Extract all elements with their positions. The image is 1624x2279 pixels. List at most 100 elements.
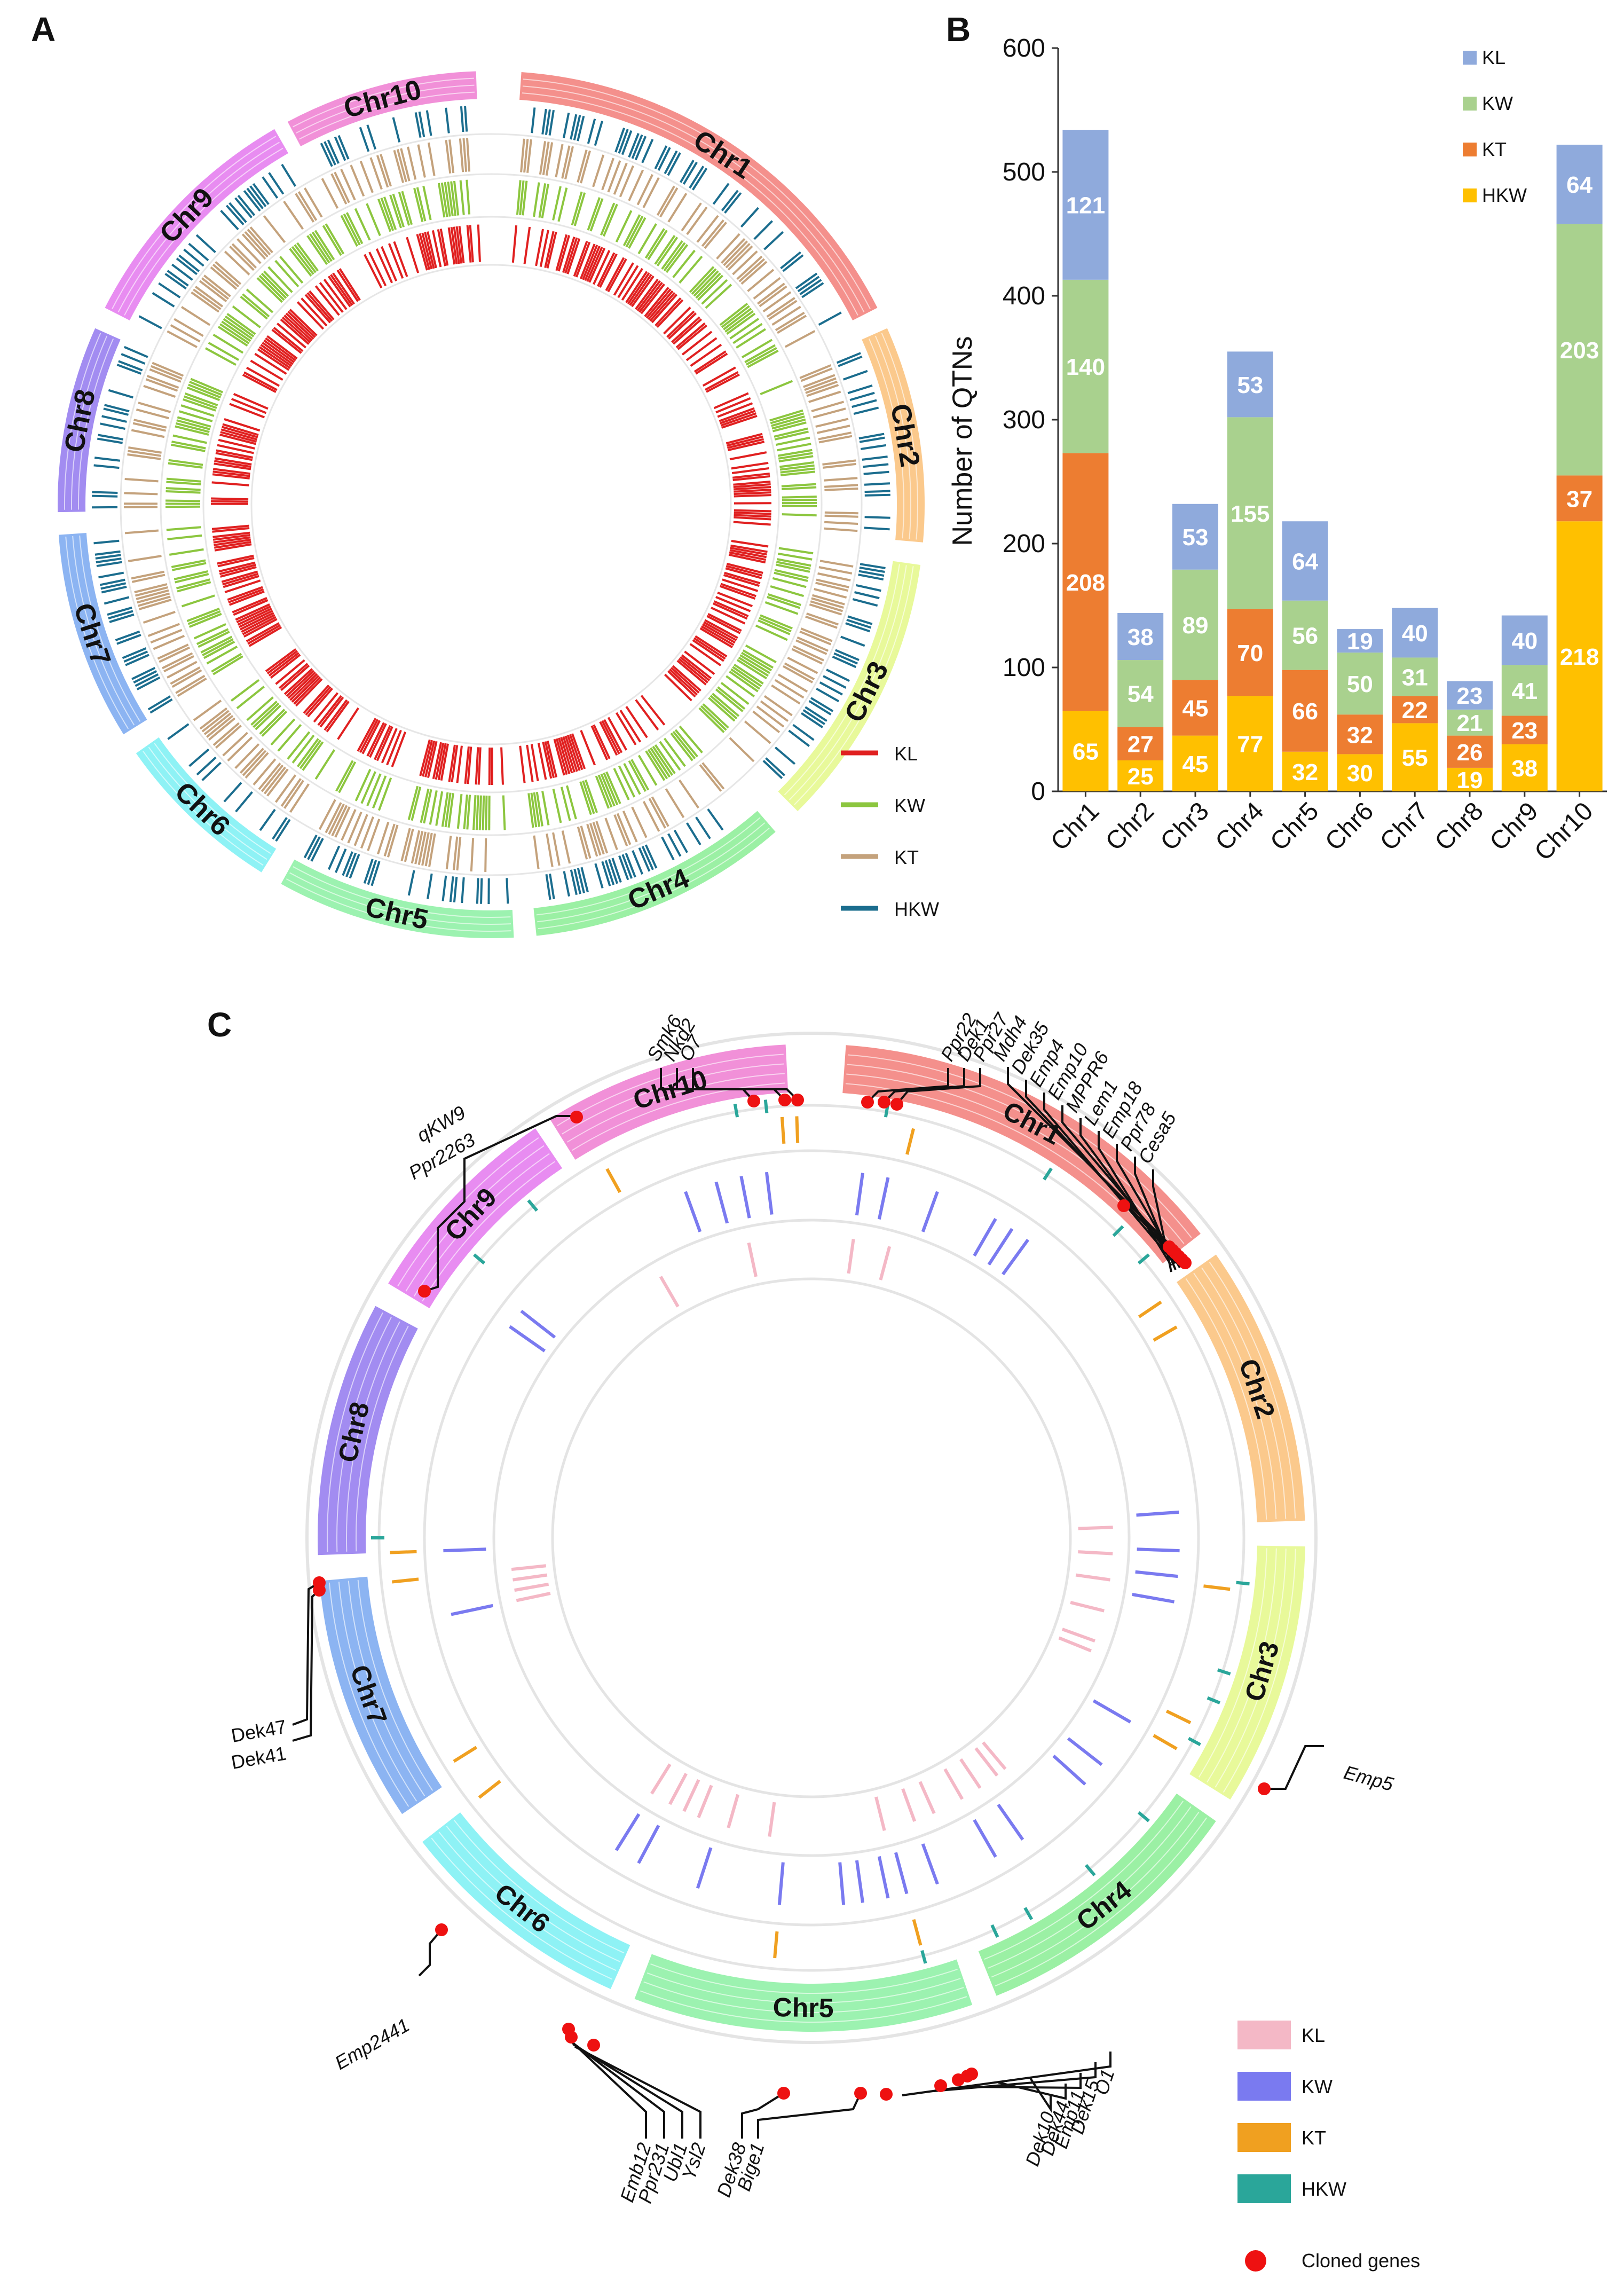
qtn-mark-a-kt bbox=[341, 809, 357, 841]
qtn-mark-a-hkw bbox=[587, 119, 596, 144]
qtn-mark-a-kw bbox=[261, 710, 288, 737]
qtn-mark-a-kl bbox=[375, 248, 393, 284]
qtn-mark-a-kt bbox=[421, 832, 430, 866]
chr-band-c-1 bbox=[842, 1045, 1201, 1263]
qtn-mark-a-kt bbox=[561, 145, 571, 179]
qtn-mark-a-kw bbox=[777, 449, 813, 457]
qtn-mark-a-kw bbox=[774, 569, 809, 579]
qtn-mark-a-hkw bbox=[682, 161, 698, 185]
qtn-mark-a-kl bbox=[467, 746, 472, 784]
qtn-mark-a-kt bbox=[131, 570, 165, 580]
qtn-mark-a-kt bbox=[138, 595, 171, 607]
qtn-mark-a-kw bbox=[246, 288, 274, 313]
qtn-mark-a-hkw bbox=[864, 493, 890, 497]
chr-band-line bbox=[522, 92, 858, 316]
qtn-mark-a-hkw bbox=[859, 436, 885, 443]
qtn-mark-a-kw bbox=[422, 185, 432, 221]
qtn-mark-a-kl bbox=[707, 613, 742, 632]
qtn-mark-a-kl bbox=[726, 433, 763, 445]
qtn-mark-a-kw bbox=[289, 248, 312, 277]
qtn-mark-a-kw bbox=[416, 187, 427, 222]
qtn-mark-a-hkw bbox=[418, 111, 425, 137]
qtn-mark-a-hkw bbox=[680, 160, 695, 183]
qtn-mark-a-kt bbox=[604, 818, 618, 850]
chr-band-a-5 bbox=[281, 859, 514, 938]
qtn-mark-a-kl bbox=[214, 460, 251, 468]
qtn-mark-a-hkw bbox=[545, 874, 551, 900]
qtn-mark-c-kw bbox=[855, 1173, 865, 1216]
qtn-mark-a-kl bbox=[689, 643, 722, 666]
qtn-mark-c-kl bbox=[650, 1763, 672, 1795]
qtn-mark-a-kt bbox=[340, 169, 356, 201]
qtn-mark-a-kl bbox=[265, 648, 297, 672]
qtn-mark-c-kw bbox=[520, 1309, 556, 1339]
qtn-mark-c-kw bbox=[1135, 1570, 1178, 1578]
qtn-mark-a-kw bbox=[420, 788, 430, 823]
qtn-mark-c-kw bbox=[1092, 1699, 1132, 1724]
qtn-mark-a-kt bbox=[704, 222, 727, 249]
qtn-mark-a-kt bbox=[131, 573, 165, 583]
qtn-mark-a-hkw bbox=[810, 697, 834, 712]
qtn-mark-a-kw bbox=[221, 320, 251, 342]
qtn-mark-a-kl bbox=[599, 721, 618, 756]
bar-value-label: 31 bbox=[1402, 664, 1428, 690]
qtn-mark-a-kt bbox=[452, 836, 459, 870]
qtn-mark-a-kl bbox=[640, 283, 665, 315]
qtn-mark-a-kw bbox=[296, 738, 319, 767]
qtn-mark-a-kt bbox=[404, 829, 414, 862]
chr-band-line bbox=[523, 78, 871, 309]
qtn-mark-a-kl bbox=[729, 549, 767, 559]
qtn-mark-a-hkw bbox=[621, 130, 633, 155]
bar-value-label: 54 bbox=[1128, 681, 1154, 708]
qtn-mark-a-kt bbox=[619, 165, 634, 198]
chr-band-line bbox=[1215, 1549, 1287, 1788]
qtn-mark-a-kt bbox=[824, 527, 858, 532]
qtn-mark-a-kw bbox=[781, 483, 816, 488]
qtn-mark-a-kl bbox=[690, 343, 722, 367]
qtn-mark-a-kl bbox=[368, 252, 387, 287]
qtn-mark-a-kw bbox=[200, 635, 233, 654]
chr-band-line bbox=[124, 147, 283, 316]
qtn-mark-a-kt bbox=[170, 324, 201, 343]
qtn-mark-a-kl bbox=[214, 538, 251, 546]
qtn-mark-a-kt bbox=[768, 300, 798, 320]
qtn-mark-a-kl bbox=[289, 309, 318, 336]
qtn-mark-a-hkw bbox=[464, 106, 468, 132]
bar-value-label: 32 bbox=[1347, 722, 1373, 748]
chr-band-line bbox=[874, 335, 911, 539]
qtn-mark-a-hkw bbox=[109, 613, 135, 623]
qtn-mark-a-hkw bbox=[223, 782, 242, 803]
qtn-mark-a-kw bbox=[261, 272, 287, 299]
qtn-mark-a-kt bbox=[137, 592, 170, 604]
track-ring-c bbox=[492, 1219, 1131, 1857]
qtn-mark-a-kt bbox=[526, 139, 532, 173]
qtn-mark-a-kl bbox=[337, 707, 359, 740]
qtn-mark-a-kw bbox=[171, 441, 206, 450]
qtn-mark-a-kt bbox=[681, 202, 702, 232]
qtn-mark-a-kl bbox=[677, 324, 707, 350]
qtn-mark-a-kw bbox=[186, 387, 220, 402]
chr-band-line bbox=[148, 746, 267, 860]
qtn-mark-a-kl bbox=[213, 536, 251, 544]
qtn-mark-a-hkw bbox=[689, 166, 705, 189]
qtn-mark-a-kl bbox=[734, 516, 771, 521]
qtn-mark-a-kl bbox=[537, 742, 547, 780]
qtn-mark-a-kt bbox=[759, 285, 787, 308]
qtn-mark-a-kt bbox=[328, 803, 345, 835]
y-axis-title: Number of QTNs bbox=[947, 336, 978, 546]
qtn-mark-a-kw bbox=[279, 256, 304, 284]
qtn-mark-a-kl bbox=[582, 245, 598, 280]
qtn-mark-c-kl bbox=[747, 1242, 758, 1277]
qtn-mark-a-kw bbox=[723, 308, 752, 331]
qtn-mark-a-kw bbox=[587, 197, 601, 231]
bar-kw-chr5 bbox=[1282, 600, 1328, 670]
qtn-mark-c-kl bbox=[511, 1564, 547, 1571]
qtn-mark-a-kw bbox=[267, 266, 293, 293]
qtn-mark-a-kw bbox=[168, 459, 203, 466]
qtn-mark-a-hkw bbox=[563, 871, 570, 897]
qtn-mark-c-kw bbox=[451, 1604, 493, 1616]
qtn-mark-a-kw bbox=[189, 381, 222, 396]
bar-value-label: 56 bbox=[1292, 623, 1318, 649]
qtn-mark-a-hkw bbox=[324, 141, 336, 166]
qtn-mark-a-kt bbox=[295, 193, 315, 223]
